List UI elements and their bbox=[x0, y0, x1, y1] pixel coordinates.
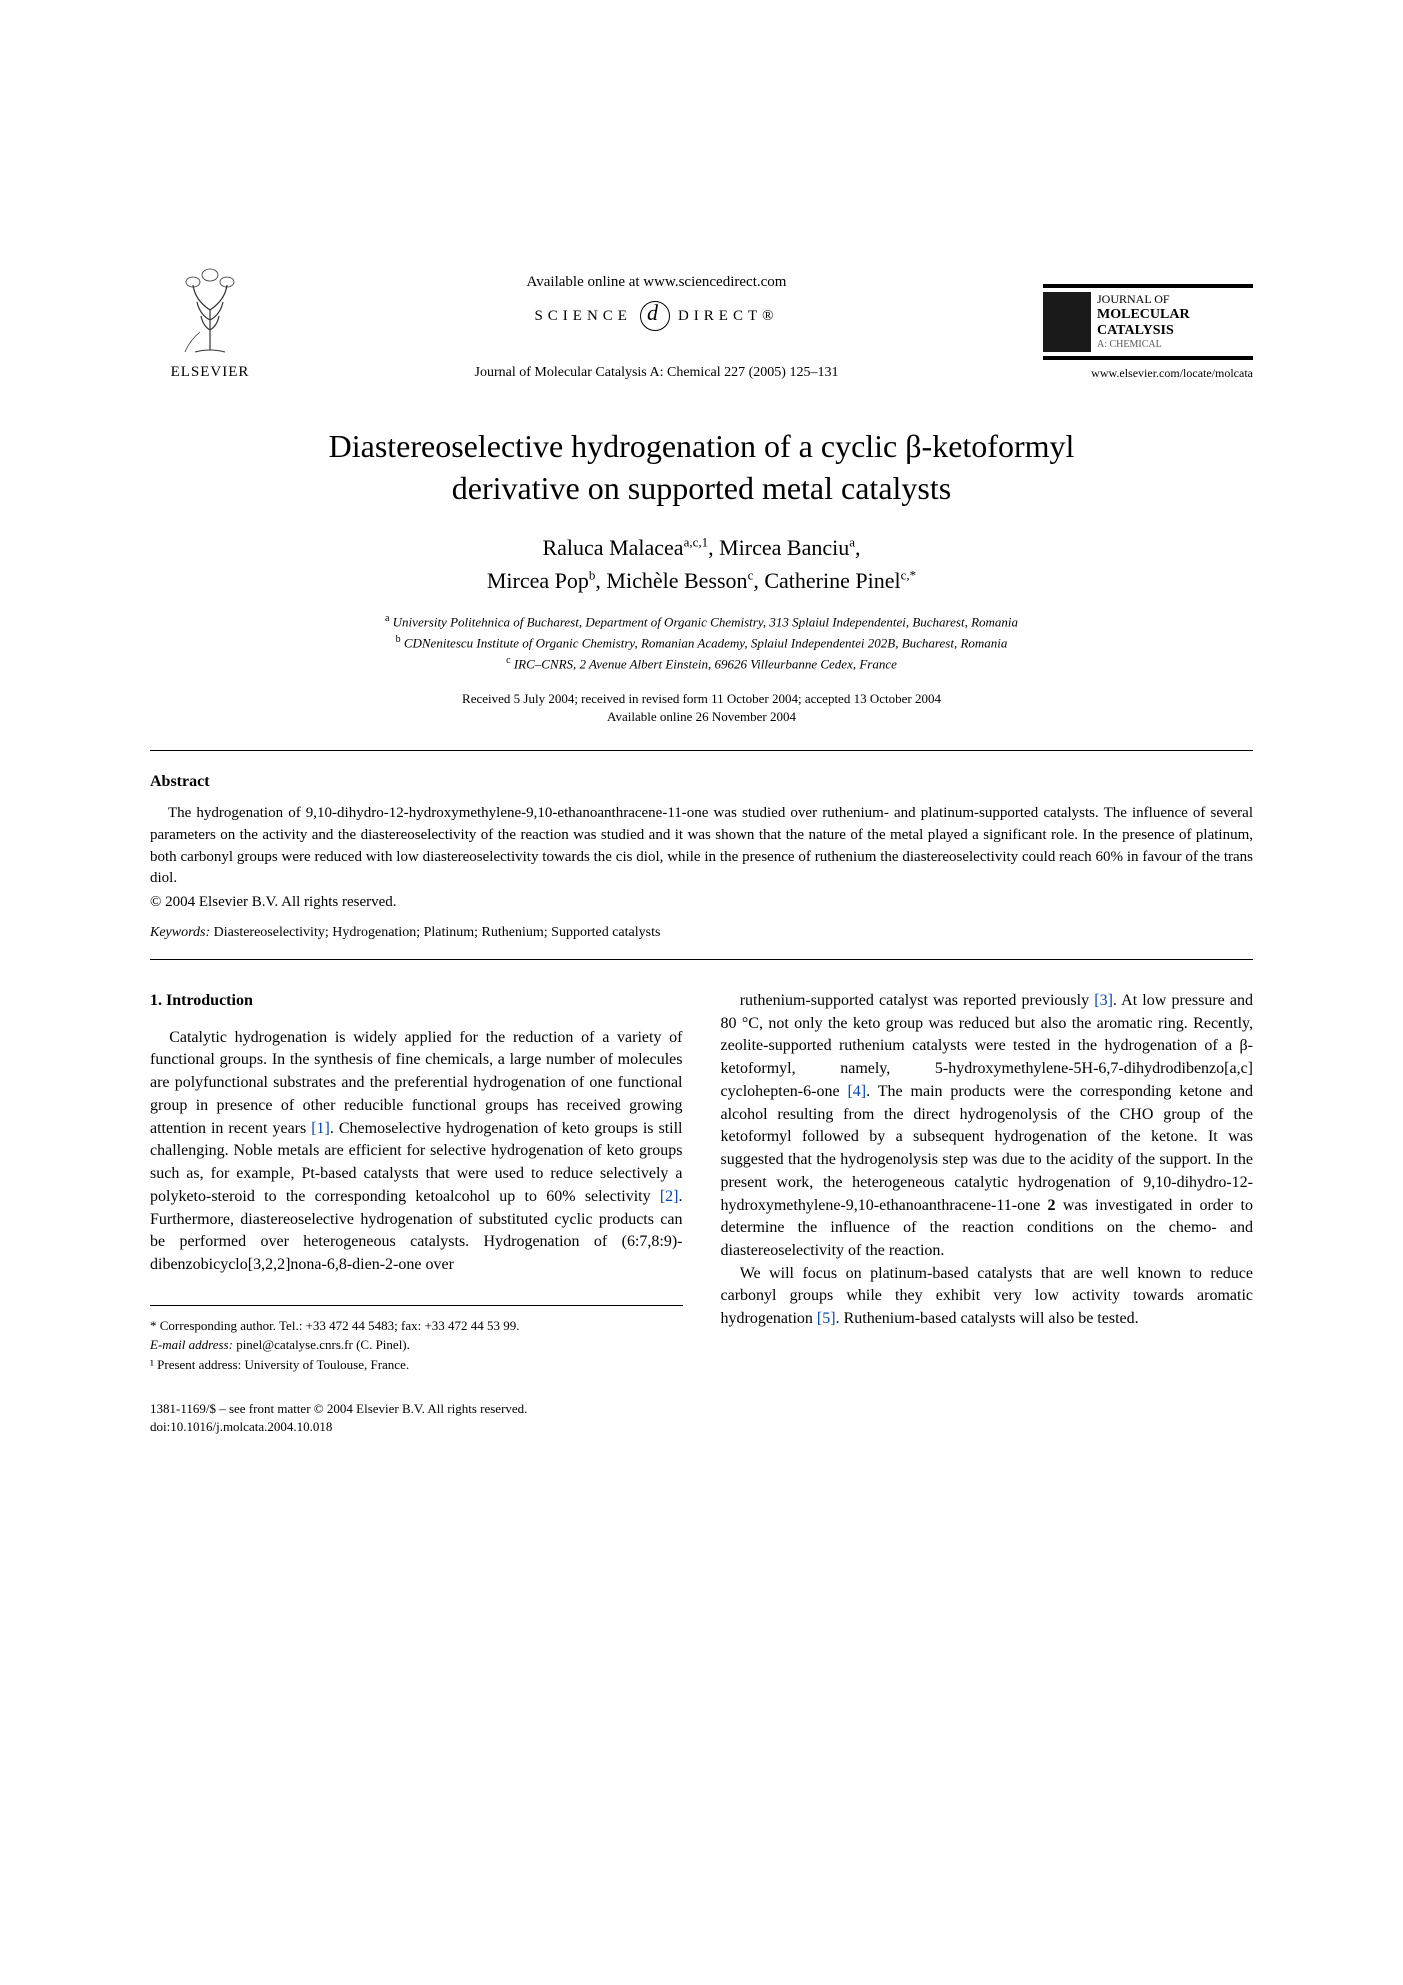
online-date: Available online 26 November 2004 bbox=[607, 709, 796, 724]
citation-2[interactable]: [2] bbox=[660, 1188, 679, 1205]
corresponding-footnote: * Corresponding author. Tel.: +33 472 44… bbox=[150, 1316, 683, 1336]
keywords-line: Keywords: Diastereoselectivity; Hydrogen… bbox=[150, 925, 1253, 941]
author-4: Michèle Besson bbox=[606, 568, 747, 593]
intro-c2p2b: . Ruthenium-based catalysts will also be… bbox=[836, 1310, 1139, 1327]
email-footnote: E-mail address: pinel@catalyse.cnrs.fr (… bbox=[150, 1335, 683, 1355]
journal-url: www.elsevier.com/locate/molcata bbox=[1043, 366, 1253, 381]
keywords-label: Keywords: bbox=[150, 925, 210, 940]
column-right: ruthenium-supported catalyst was reporte… bbox=[721, 990, 1254, 1374]
author-2-sup: a bbox=[849, 535, 855, 550]
sd-right: DIRECT® bbox=[678, 308, 779, 325]
journal-l1: JOURNAL OF bbox=[1097, 293, 1190, 307]
intro-heading: 1. Introduction bbox=[150, 990, 683, 1013]
affil-c: IRC–CNRS, 2 Avenue Albert Einstein, 6962… bbox=[514, 656, 897, 671]
author-3: Mircea Pop bbox=[487, 568, 589, 593]
received-date: Received 5 July 2004; received in revise… bbox=[462, 691, 941, 706]
affil-b: CDNenitescu Institute of Organic Chemist… bbox=[404, 635, 1008, 650]
author-5-sup: c,* bbox=[901, 568, 917, 583]
elsevier-logo-block: ELSEVIER bbox=[150, 260, 270, 381]
author-1: Raluca Malacea bbox=[542, 535, 683, 560]
intro-col1-para: Catalytic hydrogenation is widely applie… bbox=[150, 1027, 683, 1277]
citation-5[interactable]: [5] bbox=[817, 1310, 836, 1327]
front-matter-line: 1381-1169/$ – see front matter © 2004 El… bbox=[150, 1400, 1253, 1418]
sd-circle-icon bbox=[640, 301, 670, 331]
title-line1: Diastereoselective hydrogenation of a cy… bbox=[329, 428, 1075, 464]
article-title: Diastereoselective hydrogenation of a cy… bbox=[292, 426, 1112, 509]
doi-line: doi:10.1016/j.molcata.2004.10.018 bbox=[150, 1418, 1253, 1436]
journal-cover-icon bbox=[1043, 292, 1091, 352]
affiliations: a University Politehnica of Bucharest, D… bbox=[150, 611, 1253, 673]
journal-header: ELSEVIER Available online at www.science… bbox=[150, 260, 1253, 381]
journal-l3: CATALYSIS bbox=[1097, 323, 1190, 339]
author-4-sup: c bbox=[748, 568, 754, 583]
present-address-footnote: ¹ Present address: University of Toulous… bbox=[150, 1355, 683, 1375]
journal-box: JOURNAL OF MOLECULAR CATALYSIS A: CHEMIC… bbox=[1043, 284, 1253, 360]
compound-2-bold: 2 bbox=[1048, 1197, 1056, 1214]
citation-3[interactable]: [3] bbox=[1094, 992, 1113, 1009]
column-left: 1. Introduction Catalytic hydrogenation … bbox=[150, 990, 683, 1374]
affil-a: University Politehnica of Bucharest, Dep… bbox=[393, 615, 1018, 630]
sd-left: SCIENCE bbox=[534, 308, 632, 325]
journal-reference: Journal of Molecular Catalysis A: Chemic… bbox=[290, 365, 1023, 381]
rule-after-abstract bbox=[150, 959, 1253, 960]
email-label: E-mail address: bbox=[150, 1337, 233, 1352]
available-online-text: Available online at www.sciencedirect.co… bbox=[290, 274, 1023, 291]
elsevier-tree-icon bbox=[165, 260, 255, 360]
journal-title-stack: JOURNAL OF MOLECULAR CATALYSIS A: CHEMIC… bbox=[1097, 293, 1190, 350]
rule-before-abstract bbox=[150, 750, 1253, 751]
keywords-text: Diastereoselectivity; Hydrogenation; Pla… bbox=[210, 925, 660, 940]
email-value: pinel@catalyse.cnrs.fr (C. Pinel). bbox=[233, 1337, 410, 1352]
abstract-body: The hydrogenation of 9,10-dihydro-12-hyd… bbox=[150, 803, 1253, 890]
intro-c2a: ruthenium-supported catalyst was reporte… bbox=[740, 992, 1095, 1009]
body-columns: 1. Introduction Catalytic hydrogenation … bbox=[150, 990, 1253, 1374]
title-line2: derivative on supported metal catalysts bbox=[452, 470, 951, 506]
journal-title-block: JOURNAL OF MOLECULAR CATALYSIS A: CHEMIC… bbox=[1043, 284, 1253, 381]
author-5: Catherine Pinel bbox=[764, 568, 900, 593]
elsevier-name: ELSEVIER bbox=[171, 364, 250, 381]
author-3-sup: b bbox=[589, 568, 596, 583]
abstract-copyright: © 2004 Elsevier B.V. All rights reserved… bbox=[150, 894, 1253, 911]
footer-meta: 1381-1169/$ – see front matter © 2004 El… bbox=[150, 1400, 1253, 1436]
sciencedirect-logo: SCIENCE DIRECT® bbox=[534, 301, 778, 331]
intro-col2-para1: ruthenium-supported catalyst was reporte… bbox=[721, 990, 1254, 1263]
citation-4[interactable]: [4] bbox=[847, 1083, 866, 1100]
intro-c2c: . The main products were the correspondi… bbox=[721, 1083, 1254, 1214]
author-list: Raluca Malaceaa,c,1, Mircea Banciua, Mir… bbox=[150, 531, 1253, 597]
journal-l4: A: CHEMICAL bbox=[1097, 339, 1190, 351]
header-center: Available online at www.sciencedirect.co… bbox=[270, 274, 1043, 381]
author-2: Mircea Banciu bbox=[719, 535, 849, 560]
article-dates: Received 5 July 2004; received in revise… bbox=[150, 690, 1253, 726]
citation-1[interactable]: [1] bbox=[311, 1120, 330, 1137]
abstract-heading: Abstract bbox=[150, 773, 1253, 791]
journal-l2: MOLECULAR bbox=[1097, 307, 1190, 323]
intro-col2-para2: We will focus on platinum-based catalyst… bbox=[721, 1263, 1254, 1331]
footnotes-block: * Corresponding author. Tel.: +33 472 44… bbox=[150, 1305, 683, 1375]
author-1-sup: a,c,1 bbox=[684, 535, 709, 550]
